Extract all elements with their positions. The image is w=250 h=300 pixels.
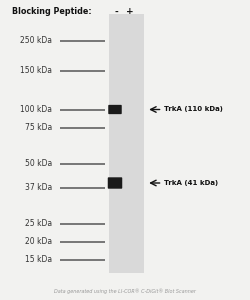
Text: 20 kDa: 20 kDa (26, 237, 52, 246)
Text: +: + (126, 8, 134, 16)
Text: 100 kDa: 100 kDa (20, 105, 52, 114)
Text: TrkA (110 kDa): TrkA (110 kDa) (164, 106, 223, 112)
Text: 37 kDa: 37 kDa (25, 183, 52, 192)
Text: 15 kDa: 15 kDa (26, 255, 52, 264)
Text: -: - (114, 8, 118, 16)
Text: 250 kDa: 250 kDa (20, 36, 52, 45)
FancyBboxPatch shape (108, 105, 122, 114)
Text: 75 kDa: 75 kDa (25, 123, 52, 132)
Text: 25 kDa: 25 kDa (26, 219, 52, 228)
Text: Data generated using the LI-COR® C-DiGit® Blot Scanner: Data generated using the LI-COR® C-DiGit… (54, 288, 196, 294)
Text: TrkA (41 kDa): TrkA (41 kDa) (164, 180, 218, 186)
Text: 50 kDa: 50 kDa (25, 159, 52, 168)
Text: Blocking Peptide:: Blocking Peptide: (12, 8, 92, 16)
Text: 150 kDa: 150 kDa (20, 66, 52, 75)
FancyBboxPatch shape (108, 177, 122, 189)
Bar (109, 14, 144, 273)
